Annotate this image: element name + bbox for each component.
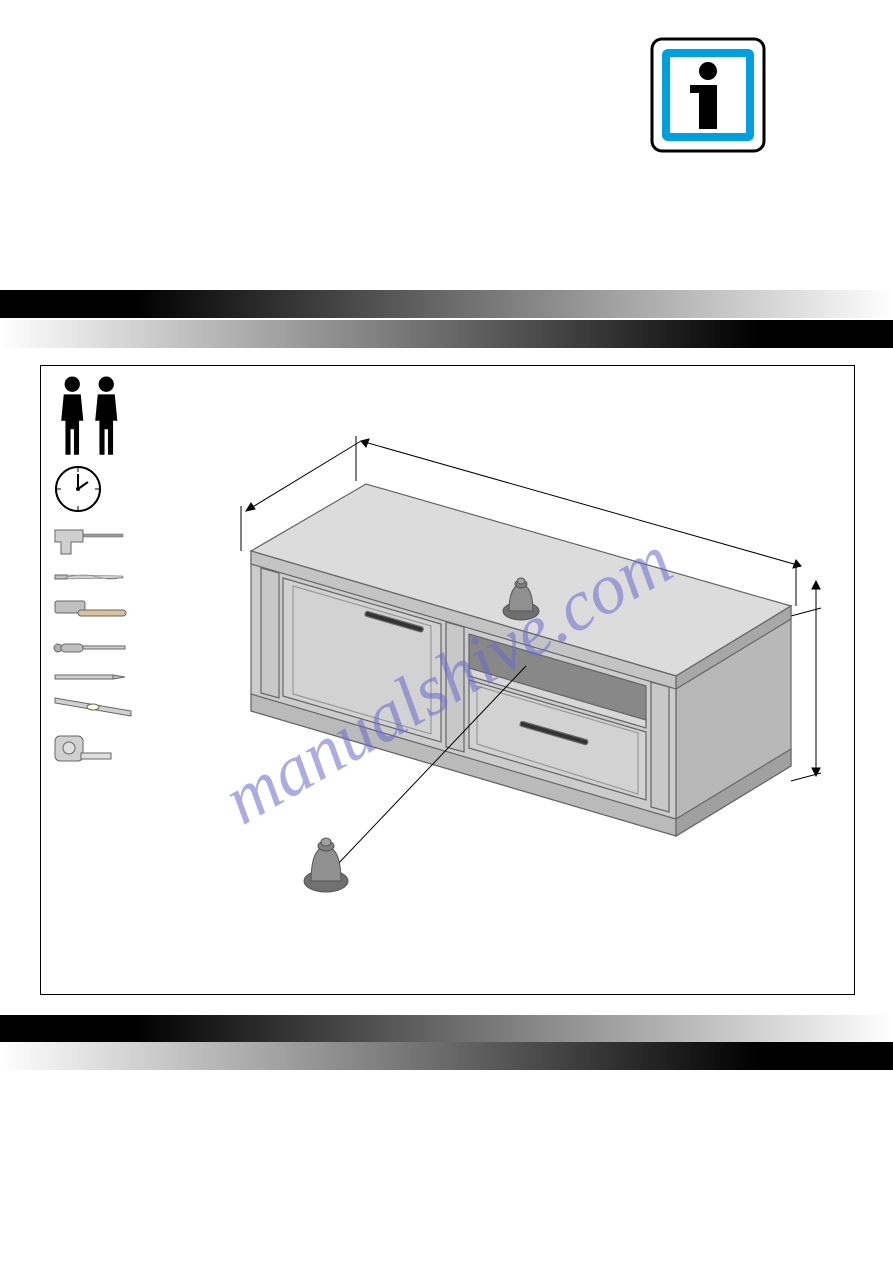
info-icon: [648, 35, 768, 155]
screwdriver-icon: [53, 639, 141, 662]
divider-bar-top: [0, 290, 893, 318]
level-icon: [53, 696, 141, 723]
requirements-sidebar: [51, 374, 141, 771]
divider-bar-bottom-2: [0, 1042, 893, 1070]
assembly-diagram: manualshive.com: [40, 365, 855, 995]
tape-measure-icon: [53, 731, 141, 771]
furniture-isometric: [191, 436, 831, 936]
hammer-icon: [53, 596, 141, 631]
pencil-icon: [53, 670, 141, 688]
drill-icon: [53, 522, 141, 562]
divider-bar-top-2: [0, 320, 893, 348]
drill-bit-icon: [53, 570, 141, 588]
clock-icon: [53, 464, 103, 514]
two-people-icon: [51, 374, 136, 459]
divider-bar-bottom: [0, 1015, 893, 1043]
